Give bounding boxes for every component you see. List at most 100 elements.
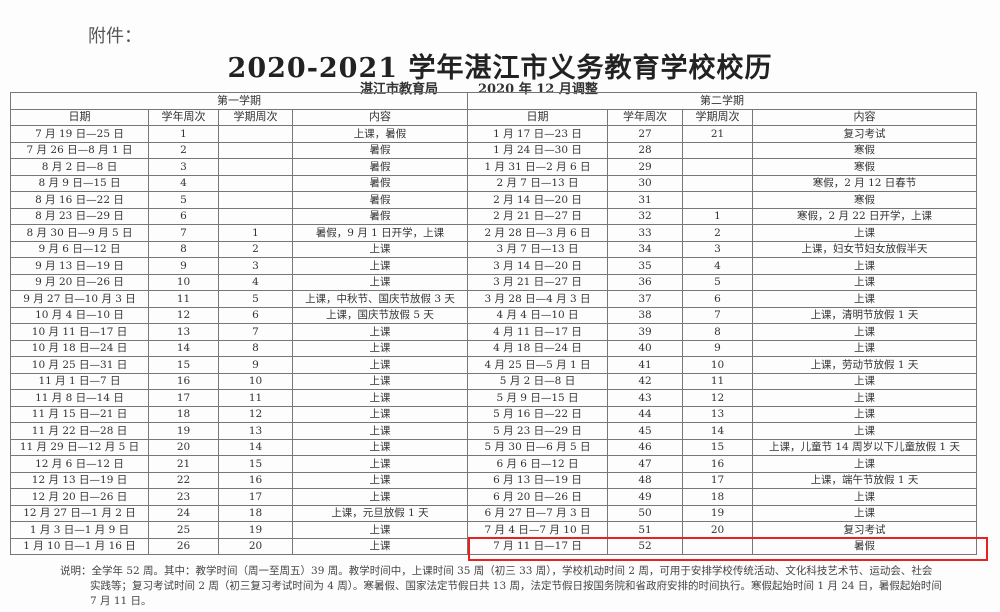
table-row: 7 月 19 日—25 日 1 上课，暑假 1 月 17 日—23 日 27 21 复习考试 — [10, 125, 977, 143]
table-row: 11 月 15 日—21 日 18 12 上课 5 月 16 日—22 日 44 13 上课 — [10, 405, 977, 423]
semester1-date-cell: 11 月 29 日—12 月 5 日 — [10, 438, 149, 456]
semester1-date-cell: 10 月 18 日—24 日 — [10, 339, 149, 357]
semester2-term-week-cell: 20 — [682, 521, 753, 539]
semester2-year-week-cell: 32 — [607, 207, 683, 225]
semester2-content-cell: 复习考试 — [752, 125, 977, 143]
table-row: 8 月 2 日—8 日 3 暑假 1 月 31 日—2 月 6 日 29 寒假 — [10, 158, 977, 176]
semester1-date-cell: 1 月 10 日—1 月 16 日 — [10, 537, 149, 555]
semester1-year-week-cell: 18 — [148, 405, 219, 423]
semester2-term-week-cell: 5 — [682, 273, 753, 291]
semester1-content-cell: 暑假，9 月 1 日开学，上课 — [292, 224, 468, 242]
semester2-content-cell: 上课 — [752, 257, 977, 275]
semester2-date-cell: 4 月 18 日—24 日 — [467, 339, 608, 357]
semester2-year-week-cell: 31 — [607, 191, 683, 209]
highlight-box — [468, 537, 988, 561]
semester2-year-week-cell: 35 — [607, 257, 683, 275]
semester2-content-cell: 上课 — [752, 372, 977, 390]
semester2-term-week-cell: 2 — [682, 224, 753, 242]
semester2-term-week-cell — [682, 158, 753, 176]
semester1-year-week-cell: 23 — [148, 488, 219, 506]
semester1-content-cell: 上课 — [292, 405, 468, 423]
table-row: 9 月 13 日—19 日 9 3 上课 3 月 14 日—20 日 35 4 上课 — [10, 257, 977, 275]
table-row: 9 月 20 日—26 日 10 4 上课 3 月 21 日—27 日 36 5 上课 — [10, 273, 977, 291]
table-row: 12 月 6 日—12 日 21 15 上课 6 月 6 日—12 日 47 16 上课 — [10, 455, 977, 473]
semester1-term-week-cell — [218, 158, 293, 176]
semester2-content-cell: 上课，儿童节 14 周岁以下儿童放假 1 天 — [752, 438, 977, 456]
note-line: 说明：全学年 52 周。其中：教学时间（周一至周五）39 周。教学时间中，上课时… — [60, 565, 933, 577]
semester1-year-week-cell: 11 — [148, 290, 219, 308]
semester1-date-cell: 9 月 20 日—26 日 — [10, 273, 149, 291]
semester1-term-week-cell: 2 — [218, 240, 293, 258]
semester1-content-cell: 上课 — [292, 372, 468, 390]
semester1-term-week-cell: 8 — [218, 339, 293, 357]
semester2-date-cell: 6 月 27 日—7 月 3 日 — [467, 504, 608, 522]
semester1-year-week-cell: 4 — [148, 174, 219, 192]
school-calendar-table: 第一学期 第二学期 日期 学年周次 学期周次 内容 日期 学年周次 学期周次 内… — [10, 92, 977, 555]
semester2-date-cell: 6 月 6 日—12 日 — [467, 455, 608, 473]
semester1-header: 第一学期 — [10, 92, 468, 110]
semester1-date-cell: 9 月 6 日—12 日 — [10, 240, 149, 258]
table-row: 11 月 22 日—28 日 19 13 上课 5 月 23 日—29 日 45 14 上课 — [10, 422, 977, 440]
semester2-date-cell: 6 月 13 日—19 日 — [467, 471, 608, 489]
semester2-header: 第二学期 — [467, 92, 977, 110]
semester1-content-cell: 上课，中秋节、国庆节放假 3 天 — [292, 290, 468, 308]
semester1-term-week-cell: 4 — [218, 273, 293, 291]
semester1-year-week-cell: 20 — [148, 438, 219, 456]
semester1-content-cell: 上课 — [292, 537, 468, 555]
semester2-year-week-cell: 51 — [607, 521, 683, 539]
semester1-term-week-cell: 11 — [218, 389, 293, 407]
semester1-term-week-cell: 15 — [218, 455, 293, 473]
semester2-term-week-cell: 15 — [682, 438, 753, 456]
semester1-content-cell: 上课 — [292, 422, 468, 440]
semester1-date-cell: 9 月 13 日—19 日 — [10, 257, 149, 275]
table-row: 10 月 18 日—24 日 14 8 上课 4 月 18 日—24 日 40 9 上课 — [10, 339, 977, 357]
semester2-year-week-cell: 38 — [607, 306, 683, 324]
semester2-date-cell: 3 月 14 日—20 日 — [467, 257, 608, 275]
semester2-content-cell: 上课，端午节放假 1 天 — [752, 471, 977, 489]
semester1-year-week-cell: 9 — [148, 257, 219, 275]
semester1-content-cell: 上课，元旦放假 1 天 — [292, 504, 468, 522]
semester1-content-cell: 暑假 — [292, 174, 468, 192]
semester2-year-week-cell: 34 — [607, 240, 683, 258]
semester2-term-week-cell — [682, 141, 753, 159]
semester1-term-week-cell: 13 — [218, 422, 293, 440]
semester1-term-week-cell: 3 — [218, 257, 293, 275]
semester2-date-cell: 2 月 28 日—3 月 6 日 — [467, 224, 608, 242]
semester1-year-week-cell: 14 — [148, 339, 219, 357]
semester1-content-cell: 上课 — [292, 273, 468, 291]
semester2-content-cell: 上课 — [752, 224, 977, 242]
semester2-term-week-cell: 16 — [682, 455, 753, 473]
semester2-term-week-cell: 11 — [682, 372, 753, 390]
semester1-date-cell: 8 月 2 日—8 日 — [10, 158, 149, 176]
note-line: 实践等；复习考试时间 2 周（初三复习考试时间为 4 周）。寒暑假、国家法定节假… — [90, 580, 942, 592]
semester2-term-week-cell: 4 — [682, 257, 753, 275]
semester1-content-cell: 暑假 — [292, 191, 468, 209]
semester1-term-week-cell: 5 — [218, 290, 293, 308]
semester1-content-cell: 上课 — [292, 257, 468, 275]
semester2-date-cell: 3 月 7 日—13 日 — [467, 240, 608, 258]
table-row: 8 月 23 日—29 日 6 暑假 2 月 21 日—27 日 32 1 寒假，2 月 2… — [10, 207, 977, 225]
semester1-date-cell: 12 月 20 日—26 日 — [10, 488, 149, 506]
semester2-date-cell: 5 月 23 日—29 日 — [467, 422, 608, 440]
semester2-term-week-cell: 17 — [682, 471, 753, 489]
semester2-content-cell: 上课 — [752, 455, 977, 473]
semester1-date-cell: 9 月 27 日—10 月 3 日 — [10, 290, 149, 308]
col-year-week: 学年周次 — [607, 108, 683, 126]
semester2-year-week-cell: 50 — [607, 504, 683, 522]
semester1-year-week-cell: 22 — [148, 471, 219, 489]
semester2-date-cell: 5 月 16 日—22 日 — [467, 405, 608, 423]
table-row: 1 月 10 日—1 月 16 日 26 20 上课 7 月 11 日—17 日 52 暑假 — [10, 537, 977, 555]
semester2-date-cell: 1 月 17 日—23 日 — [467, 125, 608, 143]
semester2-year-week-cell: 40 — [607, 339, 683, 357]
semester1-term-week-cell: 16 — [218, 471, 293, 489]
semester1-year-week-cell: 6 — [148, 207, 219, 225]
semester1-year-week-cell: 12 — [148, 306, 219, 324]
semester1-year-week-cell: 10 — [148, 273, 219, 291]
semester1-date-cell: 10 月 25 日—31 日 — [10, 356, 149, 374]
semester1-content-cell: 暑假 — [292, 141, 468, 159]
semester1-term-week-cell: 17 — [218, 488, 293, 506]
semester1-term-week-cell — [218, 191, 293, 209]
semester1-date-cell: 7 月 26 日—8 月 1 日 — [10, 141, 149, 159]
semester1-content-cell: 暑假 — [292, 158, 468, 176]
